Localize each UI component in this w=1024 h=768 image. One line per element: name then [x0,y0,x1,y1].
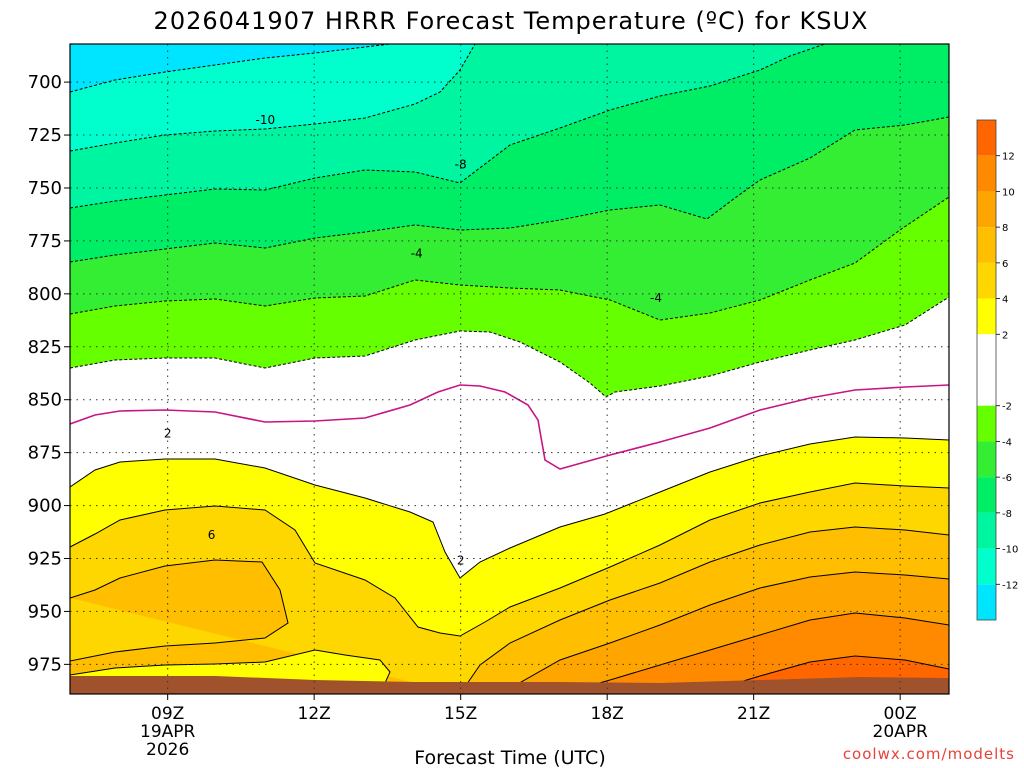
colorbar-band [977,334,996,406]
contour-4-surface [70,649,391,694]
colorbar-tick-label: -2 [1002,402,1012,413]
credit-text: coolwx.com/modelts [843,745,1015,763]
contour-label: -8 [455,158,467,172]
colorbar-band [977,120,996,156]
x-tick-label: 20APR [873,722,929,742]
y-tick-label: 850 [28,390,62,411]
x-axis-title: Forecast Time (UTC) [414,747,605,768]
contour-minus10 [70,44,476,152]
colorbar-tick-label: 6 [1002,259,1008,270]
temperature-field [70,44,949,694]
colorbar-band [977,227,996,263]
y-tick-label: 750 [28,178,62,199]
contour-minus2 [70,296,949,398]
y-tick-label: 875 [28,443,62,464]
contour-label: 6 [208,528,216,542]
colorbar-tick-label: 2 [1002,330,1008,341]
colorbar-band [977,262,996,299]
plot-frame [69,43,950,695]
colorbar-tick-label: 4 [1002,295,1008,306]
colorbar-band [977,477,996,513]
colorbar-tick-label: -12 [1002,580,1018,591]
y-tick-label: 800 [28,284,62,305]
colorbar-band [977,191,996,228]
contour-minus4 [70,196,949,321]
contour-6 [70,559,289,662]
x-tick-label: 19APR [140,722,196,742]
ground-strip [70,676,949,694]
y-tick-label: 700 [28,72,62,93]
colorbar-tick-label: -6 [1002,473,1012,484]
colorbar-frame [976,119,997,621]
contour-minus6 [70,116,949,263]
y-axis-ticks: 700 725 750 775 800 825 850 875 900 925 950 975 [28,72,70,675]
x-tick-label: 18Z [591,704,624,724]
contour-labels: -10 -8 -4 -4 2 6 2 [164,113,662,568]
colorbar-band [977,512,996,549]
contour-label: -10 [256,113,276,127]
x-tick-label: 21Z [737,704,770,724]
contour-label: 2 [457,554,465,568]
x-tick-label: 12Z [298,704,331,724]
contour-label: -4 [411,247,423,261]
colorbar-band [977,298,996,335]
gridlines [70,44,949,694]
colorbar-band [977,155,996,192]
colorbar-band [977,548,996,585]
colorbar-band [977,584,996,620]
chart-title: 2026041907 HRRR Forecast Temperature (ºC… [154,7,869,35]
contour-10 [559,612,949,694]
colorbar-band [977,441,996,478]
y-tick-label: 775 [28,231,62,252]
y-tick-label: 725 [28,125,62,146]
y-tick-label: 900 [28,496,62,517]
colorbar-tick-label: -8 [1002,509,1012,520]
contour-label: -4 [650,291,662,305]
contour-8 [499,571,949,694]
y-tick-label: 825 [28,337,62,358]
contour-12 [699,655,949,694]
contour-4 [70,482,949,637]
y-tick-label: 925 [28,548,62,569]
contour-zero [70,384,949,470]
x-tick-label: 00Z [884,704,917,724]
colorbar-tick-label: 10 [1002,187,1015,198]
x-tick-label: 09Z [151,704,184,724]
contour-lines [70,44,949,694]
colorbar-tick-label: -10 [1002,545,1018,556]
contour-label: 2 [164,427,172,441]
contour-minus8 [70,44,826,209]
y-tick-label: 950 [28,601,62,622]
colorbar-tick-label: 12 [1002,152,1015,163]
contour-6-east [459,526,949,694]
colorbar: 12 10 8 6 4 2 -2 -4 -6 -8 -10 -12 [976,119,1018,621]
y-tick-label: 975 [28,654,62,675]
colorbar-tick-label: 8 [1002,223,1008,234]
colorbar-tick-label: -4 [1002,437,1012,448]
contour-minus12 [70,44,391,93]
colorbar-band [977,405,996,442]
x-tick-label: 15Z [444,704,477,724]
contour-2 [70,436,949,579]
x-tick-label: 2026 [146,740,189,760]
